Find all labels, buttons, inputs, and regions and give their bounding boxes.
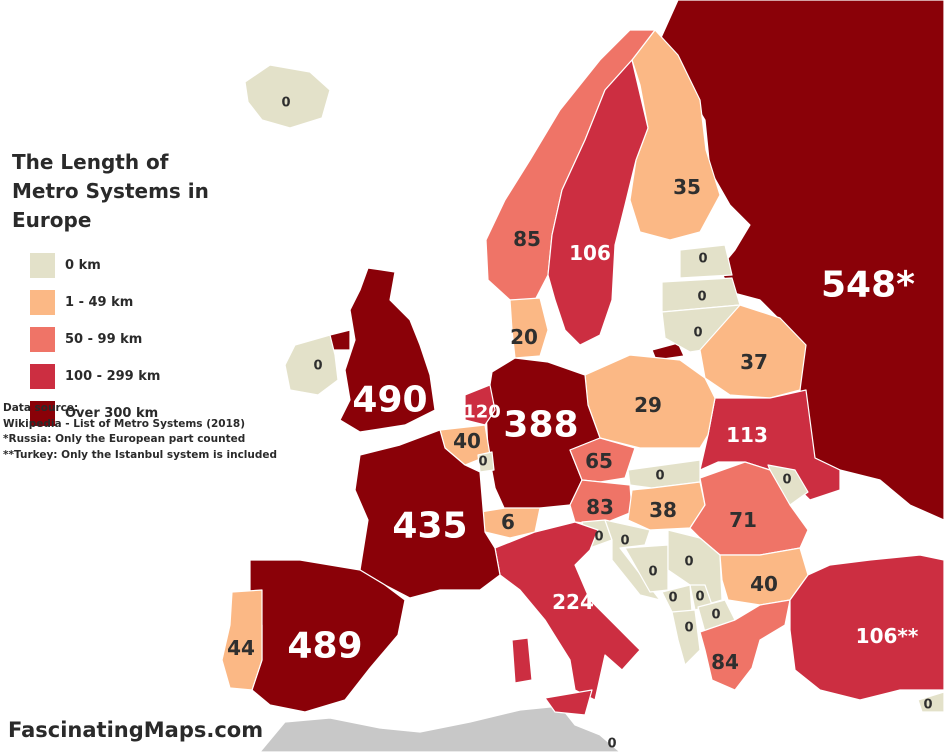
label-montenegro: 0	[668, 591, 677, 606]
denmark-region	[509, 297, 549, 359]
greece-region	[699, 599, 791, 691]
label-russia: 548*	[821, 265, 915, 306]
legend-swatch-0km	[30, 253, 55, 278]
label-hungary: 38	[649, 498, 677, 522]
label-ireland: 0	[313, 359, 322, 374]
label-bulgaria: 40	[750, 572, 778, 596]
label-albania: 0	[684, 621, 693, 636]
label-turkey: 106**	[856, 624, 919, 648]
italy-region	[494, 521, 641, 701]
notes-heading: Data source:	[3, 402, 79, 414]
legend-label: 100 - 299 km	[65, 369, 161, 384]
legend-item: Over 300 km	[12, 395, 312, 432]
label-moldova: 0	[782, 473, 791, 488]
sweden-region	[547, 59, 649, 346]
notes-russia: *Russia: Only the European part counted	[3, 433, 246, 445]
uk-region	[339, 267, 436, 433]
label-latvia: 0	[697, 290, 706, 305]
label-greece: 84	[711, 650, 739, 674]
map-title: The Length of Metro Systems in Europe	[12, 150, 209, 232]
croatia-region	[604, 519, 661, 601]
label-germany: 388	[503, 405, 578, 446]
label-macedonia: 0	[711, 608, 720, 623]
netherlands-region	[464, 384, 496, 426]
label-netherlands: 120	[463, 402, 501, 423]
brand-watermark: FascinatingMaps.com	[8, 718, 264, 742]
africa-region	[259, 705, 621, 752]
legend-item: 100 - 299 km	[12, 358, 312, 395]
legend-label: 50 - 99 km	[65, 332, 143, 347]
label-cyprus: 0	[923, 698, 932, 713]
label-luxembourg: 0	[478, 455, 487, 470]
label-romania: 71	[729, 508, 757, 532]
label-czechia: 65	[585, 449, 613, 473]
data-source-notes: Data source: Wikipedia - List of Metro S…	[3, 401, 277, 463]
label-iceland: 0	[281, 96, 290, 111]
label-slovenia: 0	[594, 530, 603, 545]
kaliningrad-region	[651, 342, 685, 361]
label-serbia: 0	[684, 555, 693, 570]
luxembourg-region	[477, 451, 495, 473]
label-slovakia: 0	[655, 469, 664, 484]
label-norway: 85	[513, 227, 541, 251]
estonia-region	[679, 244, 733, 279]
legend-swatch-over-300km	[30, 401, 55, 426]
legend-label: 0 km	[65, 258, 101, 273]
label-italy: 224	[552, 590, 594, 614]
label-denmark: 20	[510, 325, 538, 349]
label-lithuania: 0	[693, 326, 702, 341]
turkey-region	[789, 554, 944, 701]
legend-swatch-50-99km	[30, 327, 55, 352]
belarus-region	[699, 304, 807, 399]
legend: The Length of Metro Systems in Europe 0 …	[12, 148, 312, 432]
portugal-region	[221, 589, 263, 691]
iceland-region	[244, 64, 331, 129]
france-region	[354, 429, 501, 599]
legend-item: 0 km	[12, 247, 312, 284]
legend-label: 1 - 49 km	[65, 295, 134, 310]
label-spain: 489	[287, 626, 362, 667]
notes-turkey: **Turkey: Only the Istanbul system is in…	[3, 448, 278, 461]
label-poland: 29	[634, 393, 662, 417]
label-finland: 35	[673, 175, 701, 199]
legend-label: Over 300 km	[65, 406, 159, 421]
label-africa: 0	[607, 737, 616, 752]
legend-items: 0 km 1 - 49 km 50 - 99 km 100 - 299 km O…	[12, 247, 312, 432]
label-austria: 83	[586, 495, 614, 519]
notes-source: Wikipedia - List of Metro Systems (2018)	[3, 417, 246, 430]
legend-swatch-100-299km	[30, 364, 55, 389]
sicily-region	[544, 689, 593, 716]
sardinia-region	[511, 637, 533, 684]
label-ukraine: 113	[726, 423, 768, 447]
ireland-region	[284, 334, 339, 396]
finland-region	[629, 29, 721, 241]
label-sweden: 106	[569, 241, 611, 265]
cyprus-region	[917, 691, 944, 713]
label-kosovo: 0	[695, 590, 704, 605]
legend-item: 1 - 49 km	[12, 284, 312, 321]
legend-swatch-1-49km	[30, 290, 55, 315]
legend-item: 50 - 99 km	[12, 321, 312, 358]
label-bosnia: 0	[648, 565, 657, 580]
label-uk: 490	[352, 380, 427, 421]
label-croatia: 0	[620, 534, 629, 549]
label-belarus: 37	[740, 350, 768, 374]
label-belgium: 40	[453, 429, 481, 453]
label-estonia: 0	[698, 252, 707, 267]
label-switzerland: 6	[501, 510, 515, 534]
label-portugal: 44	[227, 636, 255, 660]
albania-region	[671, 609, 701, 666]
label-france: 435	[392, 506, 467, 547]
